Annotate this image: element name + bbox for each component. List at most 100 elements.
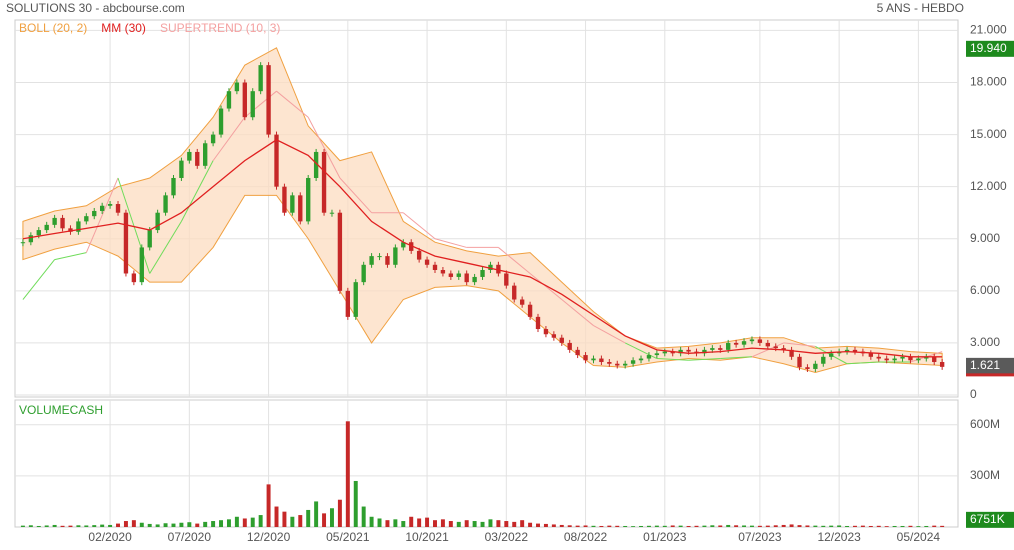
volume-bar [108, 524, 113, 527]
candle [876, 356, 881, 359]
candle [377, 256, 382, 258]
x-tick-label: 02/2020 [88, 530, 132, 544]
volume-bar [219, 520, 224, 527]
volume-bar [631, 526, 636, 527]
x-tick-label: 05/2021 [326, 530, 370, 544]
volume-bar [551, 524, 556, 527]
volume-bar [20, 525, 25, 527]
candle [28, 235, 34, 243]
candle [306, 177, 311, 222]
candle [298, 195, 303, 222]
volume-bar [900, 525, 905, 527]
candle [583, 355, 588, 361]
volume-bar [440, 519, 445, 527]
volume-bar [203, 521, 208, 527]
supertrend-segment [339, 177, 372, 214]
supertrend-segment [434, 238, 467, 248]
candle [504, 273, 509, 286]
candle [654, 353, 660, 356]
candle [345, 290, 351, 317]
supertrend-segment [847, 361, 879, 365]
volume-bar [329, 508, 334, 527]
candle [900, 356, 905, 359]
volume-bar [749, 525, 754, 527]
volume-bar [615, 525, 620, 527]
candle [646, 355, 652, 359]
candle [329, 212, 335, 214]
volume-bar [868, 525, 873, 527]
volume-bar [163, 523, 168, 527]
candle [393, 247, 398, 265]
candle [797, 356, 802, 368]
candle [591, 358, 596, 361]
moving-average-line [22, 139, 943, 358]
volume-title: VOLUMECASH [19, 403, 103, 417]
x-tick-label: 07/2020 [168, 530, 212, 544]
candle [773, 346, 778, 349]
last-volume-label: 6751K [970, 512, 1005, 526]
volume-bar [884, 526, 889, 527]
volume-bar [734, 525, 739, 527]
volume-bar [306, 509, 311, 527]
candle [543, 329, 549, 335]
candle [765, 342, 770, 347]
candle [496, 264, 501, 274]
candle [92, 210, 97, 217]
volume-bar [353, 480, 358, 527]
volume-bar [757, 525, 762, 527]
candle [844, 349, 850, 352]
volume-bar [845, 525, 850, 527]
volume-bar [448, 521, 453, 527]
candle [733, 342, 739, 345]
volume-frame [14, 399, 959, 528]
x-tick-label: 01/2023 [643, 530, 687, 544]
x-tick-label: 12/2020 [247, 530, 291, 544]
volume-bar [789, 524, 794, 527]
volume-bar [718, 525, 723, 527]
volume-bar [646, 525, 651, 527]
candle [662, 351, 667, 354]
supertrend-segment [783, 342, 816, 347]
volume-bar [821, 525, 826, 527]
volume-bar [258, 515, 263, 527]
candle [448, 273, 454, 277]
candle [155, 212, 160, 231]
volume-bar [892, 525, 897, 527]
volume-bar [242, 518, 247, 527]
candle [607, 362, 612, 364]
candle [440, 270, 446, 274]
y-tick-label: 9.000 [970, 231, 1000, 245]
volume-bar [100, 524, 105, 527]
candle [805, 367, 810, 369]
x-tick-label: 10/2021 [405, 530, 449, 544]
candle [369, 256, 374, 265]
volume-bar [853, 525, 857, 527]
volume-bar [187, 522, 192, 527]
volume-bar [464, 520, 469, 527]
candle [892, 358, 897, 361]
candle [68, 228, 73, 232]
last-volume-box [966, 511, 1014, 528]
volume-bar [290, 516, 295, 527]
candle [99, 205, 105, 211]
x-tick-label: 08/2022 [564, 530, 608, 544]
legend-entry: BOLL (20, 2) [19, 21, 87, 35]
legend-entry: MM (30) [101, 21, 146, 35]
candle [678, 349, 683, 354]
candle [789, 349, 794, 357]
volume-bar [179, 522, 184, 527]
candle [195, 151, 200, 166]
volume-bar [781, 524, 786, 527]
supertrend-segment [688, 358, 721, 361]
supertrend-segment [54, 252, 87, 261]
y-tick-label: 15.000 [970, 127, 1007, 141]
volume-bar [512, 521, 517, 527]
x-tick-label: 12/2023 [817, 530, 861, 544]
candle [535, 316, 541, 330]
volume-bar [710, 525, 715, 527]
last-price-label: 1.621 [970, 358, 1000, 372]
volume-bar [337, 499, 342, 527]
volume-bar [52, 524, 57, 527]
candle [630, 360, 636, 364]
candle [924, 356, 929, 359]
